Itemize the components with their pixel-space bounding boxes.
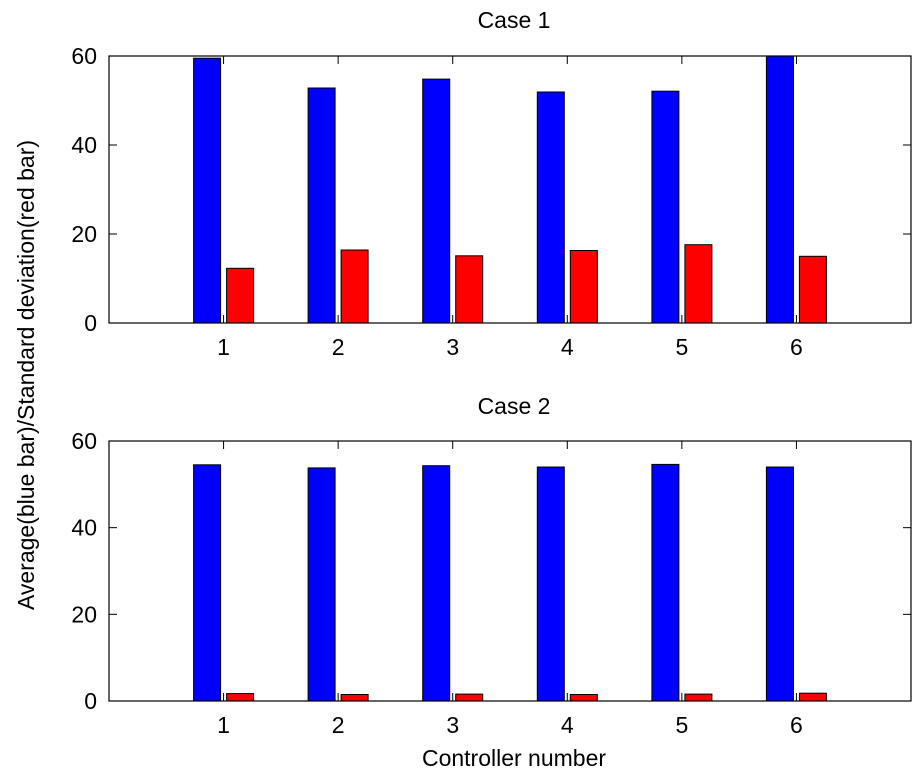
case-1-x-tick-label: 3	[446, 334, 459, 360]
case-2-std-bar-6	[798, 692, 827, 702]
case-1-average-bar-4	[536, 91, 565, 324]
case-1-average-bar-3	[422, 78, 451, 324]
case-2-average-bar-1	[193, 464, 222, 702]
case-2-title: Case 2	[478, 393, 551, 419]
case-1-average-bar-2	[307, 87, 336, 324]
case-2-x-tick-label: 6	[790, 712, 803, 738]
case-1-std-bar-3	[455, 255, 484, 324]
case-2-average-bar-3	[422, 465, 451, 702]
case-1-y-tick-label: 0	[84, 310, 97, 336]
case-2-y-tick-label: 40	[71, 515, 97, 541]
case-1-average-bar-5	[651, 90, 680, 324]
case-1-title: Case 1	[478, 7, 551, 33]
case-1-std-bar-5	[684, 244, 713, 324]
case-2-std-bar-1	[226, 693, 255, 702]
case-1-std-bar-2	[340, 249, 369, 324]
case-1-std-bar-6	[798, 255, 827, 324]
case-2-average-bar-2	[307, 467, 336, 702]
case-1-x-tick-label: 4	[561, 334, 574, 360]
case-2-std-bar-4	[569, 694, 598, 702]
case-1-x-tick-label: 2	[332, 334, 345, 360]
y-axis-label: Average(blue bar)/Standard deviation(red…	[13, 140, 39, 610]
case-2-average-bar-4	[536, 466, 565, 702]
case-2-axes-box	[108, 440, 912, 702]
case-1-y-tick-label: 40	[71, 132, 97, 158]
case-2-y-tick-label: 0	[84, 688, 97, 714]
case-2-std-bar-2	[340, 694, 369, 702]
case-1-average-bar-6	[765, 55, 794, 324]
case-2-x-tick-label: 2	[332, 712, 345, 738]
case-2-x-tick-label: 4	[561, 712, 574, 738]
case-1-axes-box	[108, 55, 912, 324]
case-2-y-tick-label: 20	[71, 601, 97, 627]
case-1-x-tick-label: 6	[790, 334, 803, 360]
case-2-x-tick-label: 1	[217, 712, 230, 738]
case-1-std-bar-1	[226, 267, 255, 324]
x-axis-label: Controller number	[422, 745, 606, 771]
case-2-std-bar-3	[455, 693, 484, 702]
case-1-x-tick-label: 5	[675, 334, 688, 360]
case-1-y-tick-label: 60	[71, 43, 97, 69]
case-2-average-bar-6	[765, 466, 794, 702]
case-2-y-tick-label: 60	[71, 428, 97, 454]
case-2-average-bar-5	[651, 463, 680, 702]
case-2-std-bar-5	[684, 693, 713, 702]
case-1-x-tick-label: 1	[217, 334, 230, 360]
case-1-average-bar-1	[193, 57, 222, 324]
case-1-std-bar-4	[569, 250, 598, 324]
case-2-x-tick-label: 3	[446, 712, 459, 738]
case-2-x-tick-label: 5	[675, 712, 688, 738]
case-1-y-tick-label: 20	[71, 221, 97, 247]
